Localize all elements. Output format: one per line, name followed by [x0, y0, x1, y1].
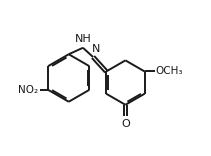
Text: NO₂: NO₂: [18, 85, 38, 95]
Text: OCH₃: OCH₃: [156, 66, 183, 76]
Text: NH: NH: [74, 34, 91, 44]
Text: N: N: [92, 44, 100, 54]
Text: O: O: [121, 119, 130, 129]
